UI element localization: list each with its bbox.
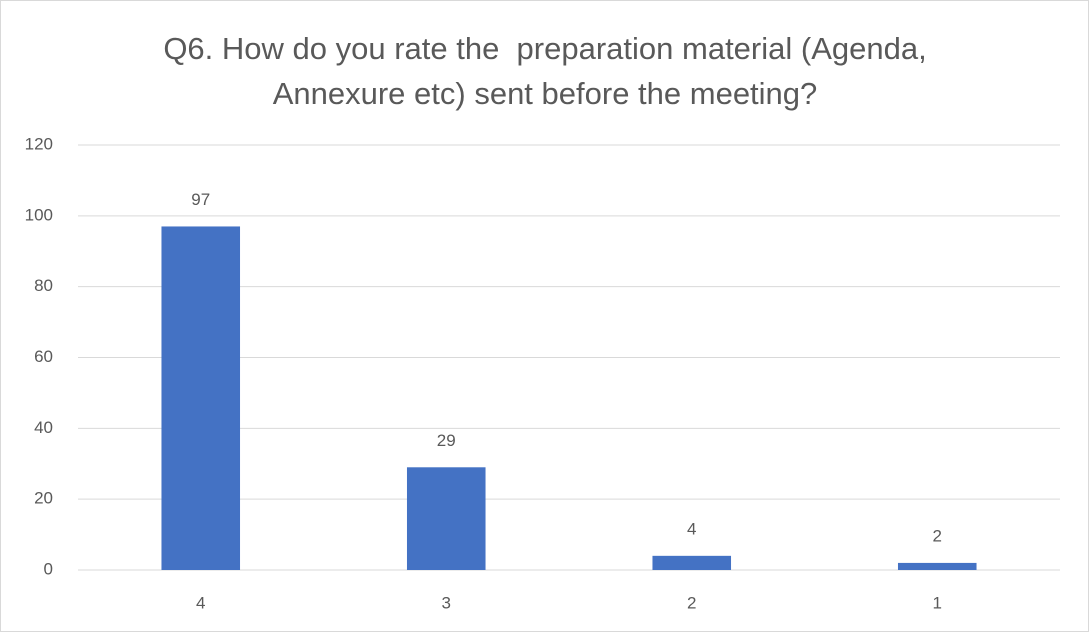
- x-tick-label: 4: [196, 593, 205, 612]
- y-tick-label: 20: [34, 489, 53, 508]
- bar: [406, 467, 486, 570]
- data-label: 4: [687, 519, 696, 538]
- x-tick-label: 1: [933, 593, 942, 612]
- chart-title: Q6. How do you rate the preparation mate…: [163, 31, 934, 111]
- x-tick-label: 3: [442, 593, 451, 612]
- y-tick-label: 0: [44, 559, 53, 578]
- x-tick-label: 2: [687, 593, 696, 612]
- bar: [652, 555, 732, 570]
- y-tick-label: 60: [34, 347, 53, 366]
- data-label: 2: [933, 526, 942, 545]
- y-tick-label: 120: [25, 134, 53, 153]
- bar: [161, 226, 241, 571]
- y-tick-label: 40: [34, 418, 53, 437]
- y-tick-label: 100: [25, 205, 53, 224]
- y-tick-label: 80: [34, 276, 53, 295]
- bar: [897, 562, 977, 570]
- data-label: 29: [437, 431, 456, 450]
- data-label: 97: [191, 190, 210, 209]
